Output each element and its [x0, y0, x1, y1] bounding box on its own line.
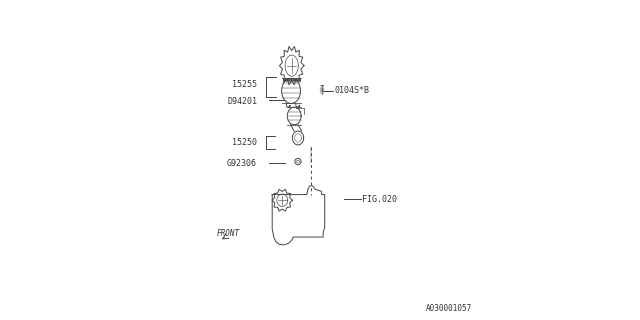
Text: 15255: 15255 — [232, 80, 257, 89]
Text: FIG.020: FIG.020 — [362, 195, 397, 204]
Text: G92306: G92306 — [227, 159, 257, 168]
Text: A030001057: A030001057 — [426, 303, 472, 313]
Text: 15250: 15250 — [232, 138, 257, 147]
Text: FRONT: FRONT — [216, 229, 239, 238]
Text: 0104S*B: 0104S*B — [334, 86, 369, 95]
Text: D94201: D94201 — [227, 97, 257, 106]
